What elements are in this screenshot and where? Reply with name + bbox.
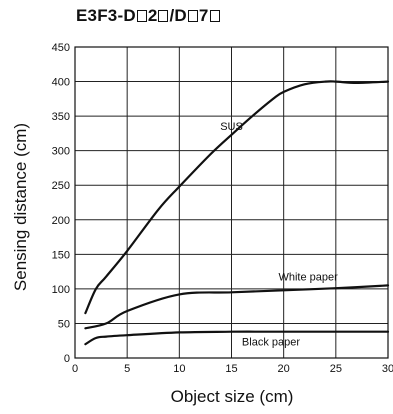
plot-frame	[74, 46, 389, 359]
x-tick-label: 10	[173, 363, 185, 375]
plot-border	[74, 46, 389, 359]
series-label-black-paper: Black paper	[242, 337, 300, 349]
x-axis-label: Object size (cm)	[171, 387, 294, 406]
series-line-white-paper	[84, 284, 390, 330]
series-line-black-paper	[84, 330, 390, 346]
y-tick-label: 150	[52, 249, 70, 261]
y-axis-label: Sensing distance (cm)	[11, 123, 30, 291]
grid-lines	[74, 46, 389, 359]
y-tick-label: 250	[52, 180, 70, 192]
y-tick-label: 300	[52, 146, 70, 158]
y-tick-label: 200	[52, 215, 70, 227]
y-tick-label: 350	[52, 111, 70, 123]
chart-title-text: E3F3-D 2/D 7	[76, 6, 221, 25]
x-tick-label: 15	[225, 363, 237, 375]
series-label-sus: SUS	[220, 121, 243, 133]
y-tick-label: 100	[52, 284, 70, 296]
series-annotations: SUS White paper Black paper	[220, 121, 338, 349]
x-tick-label: 0	[72, 363, 78, 375]
series-label-white-paper: White paper	[278, 272, 338, 284]
x-tick-label: 25	[330, 363, 342, 375]
x-tick-label: 5	[124, 363, 130, 375]
y-tick-label: 450	[52, 42, 70, 54]
series-line-sus	[84, 80, 390, 315]
chart-title: E3F3-D 2/D 7	[76, 6, 221, 26]
y-tick-label: 0	[64, 353, 70, 365]
x-tick-label: 30	[382, 363, 393, 375]
x-tick-label: 20	[278, 363, 290, 375]
y-tick-label: 50	[58, 318, 70, 330]
y-tick-label: 400	[52, 77, 70, 89]
series-lines	[84, 80, 390, 346]
